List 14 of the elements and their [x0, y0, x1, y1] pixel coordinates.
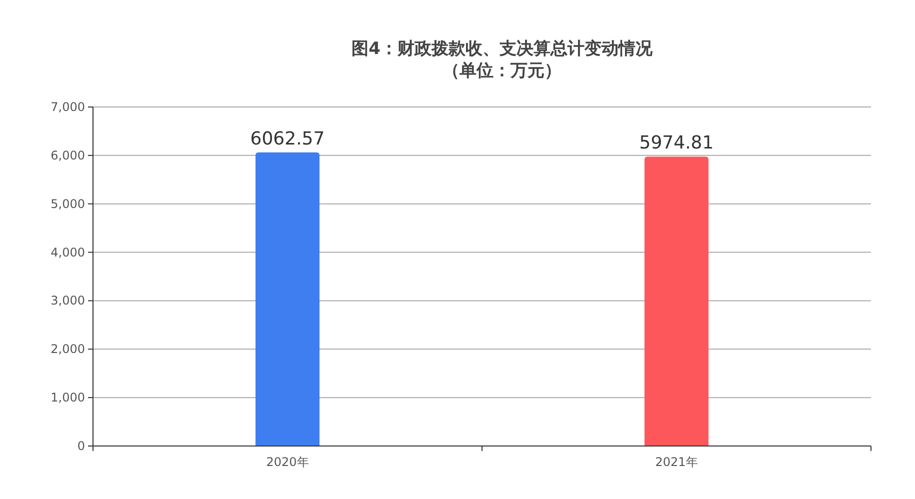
- xtick-label: 2021年: [655, 455, 698, 469]
- ytick-label: 5,000: [50, 196, 85, 211]
- ytick-label: 6,000: [50, 148, 85, 162]
- ytick-label: 3,000: [50, 294, 85, 308]
- data-label: 6062.57: [250, 128, 325, 150]
- subtitle: （单位：万元）: [442, 61, 562, 81]
- data-label: 5974.81: [639, 132, 714, 154]
- ytick-label: 0: [77, 439, 85, 453]
- xtick-label: 2020年: [266, 455, 309, 469]
- ytick-label: 2,000: [50, 342, 85, 356]
- title: 图4：财政拨款收、支决算总计变动情况: [352, 39, 652, 59]
- ytick-label: 1,000: [50, 390, 85, 405]
- ytick-label: 7,000: [50, 100, 85, 114]
- ytick-label: 4,000: [50, 245, 85, 260]
